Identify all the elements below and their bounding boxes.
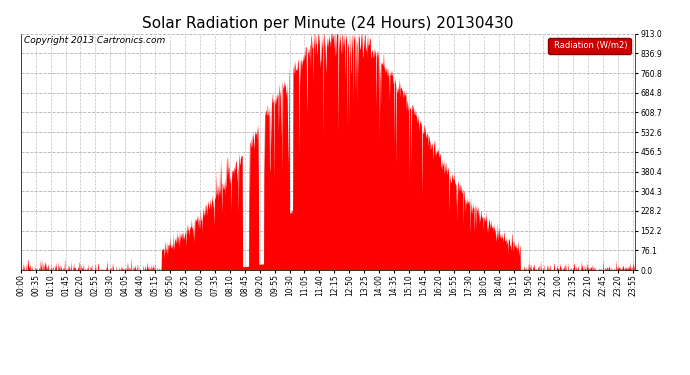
Title: Solar Radiation per Minute (24 Hours) 20130430: Solar Radiation per Minute (24 Hours) 20…	[142, 16, 513, 31]
Legend: Radiation (W/m2): Radiation (W/m2)	[548, 38, 631, 54]
Text: Copyright 2013 Cartronics.com: Copyright 2013 Cartronics.com	[23, 36, 165, 45]
